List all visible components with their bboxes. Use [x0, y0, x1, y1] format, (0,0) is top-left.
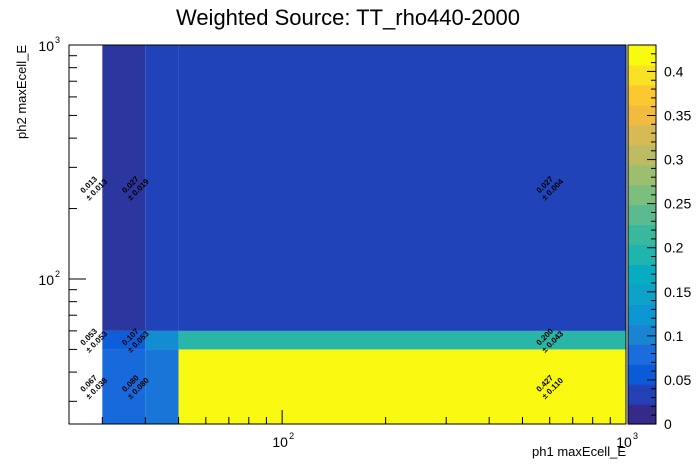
heatmap-cell: [145, 45, 179, 331]
colorbar-swatch: [628, 364, 656, 385]
colorbar-swatch: [628, 104, 656, 126]
heatmap-cell: [145, 330, 179, 350]
y-tick-label: 10: [38, 272, 54, 288]
colorbar-tick-label: 0.15: [664, 284, 691, 300]
y-tick-exponent: 2: [55, 269, 60, 279]
colorbar-swatch: [628, 284, 656, 305]
x-tick-label: 10: [616, 434, 632, 450]
heatmap-cell: [178, 45, 626, 331]
heatmap-cell: [102, 349, 146, 424]
colorbar-swatch: [628, 84, 656, 106]
x-axis-ticks: 10 2 10 3: [101, 410, 638, 450]
colorbar-swatch: [628, 304, 656, 325]
colorbar-swatch: [628, 384, 656, 405]
colorbar-swatch: [628, 224, 656, 246]
heatmap-cells: [102, 45, 626, 424]
colorbar-tick-label: 0.35: [664, 108, 691, 124]
colorbar-swatch: [628, 64, 656, 86]
heatmap-cell: [178, 330, 626, 350]
colorbar-tick-label: 0: [664, 416, 672, 432]
colorbar-swatch: [628, 264, 656, 285]
colorbar-tick-label: 0.3: [664, 152, 684, 168]
x-axis-label: ph1 maxEcell_E: [532, 444, 626, 459]
colorbar-swatch: [628, 404, 656, 425]
colorbar-swatch: [628, 324, 656, 345]
heatmap-cell: [145, 349, 179, 424]
colorbar-swatch: [628, 45, 656, 66]
y-axis-label: ph2 maxEcell_E: [14, 45, 29, 139]
color-bar: 0 0.05 0.1 0.15 0.2 0.25 0.3 0.35 0.4: [627, 44, 691, 432]
heatmap-cell: [102, 330, 146, 350]
x-tick-exponent: 3: [633, 431, 638, 441]
colorbar-swatch: [628, 244, 656, 266]
colorbar-frame: [627, 44, 657, 425]
heatmap-cell: [102, 45, 146, 331]
y-tick-exponent: 3: [55, 35, 60, 45]
heatmap-cell: [178, 349, 626, 424]
colorbar-swatch: [628, 184, 656, 206]
colorbar-tick-label: 0.4: [664, 63, 684, 79]
colorbar-swatch: [628, 144, 656, 166]
x-tick-label: 10: [272, 434, 288, 450]
x-tick-exponent: 2: [289, 431, 294, 441]
colorbar-swatch: [628, 204, 656, 226]
colorbar-swatch: [628, 164, 656, 186]
chart-title: Weighted Source: TT_rho440-2000: [176, 5, 520, 30]
colorbar-swatch: [628, 344, 656, 365]
y-tick-label: 10: [38, 38, 54, 54]
plot-frame: [68, 44, 627, 425]
colorbar-swatch: [628, 124, 656, 146]
colorbar-tick-label: 0.05: [664, 372, 691, 388]
colorbar-tick-label: 0.25: [664, 196, 691, 212]
colorbar-tick-label: 0.1: [664, 328, 684, 344]
colorbar-tick-label: 0.2: [664, 240, 684, 256]
